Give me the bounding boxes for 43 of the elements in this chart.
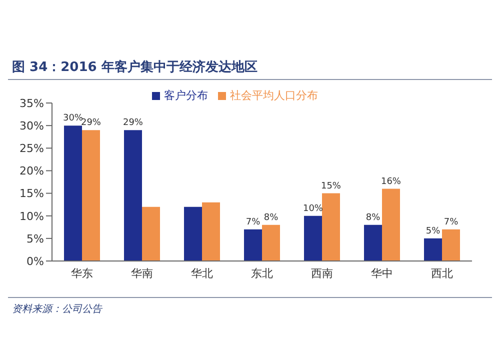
bar [382,188,400,261]
y-tick-label: 35% [20,96,44,110]
y-tick-label: 20% [20,164,44,178]
x-tick-label: 华中 [371,266,393,280]
data-label: 7% [246,217,261,228]
x-tick-label: 西南 [311,266,333,280]
bar [142,206,160,261]
chart-title: 图 34：2016 年客户集中于经济发达地区 [8,8,492,80]
bar [262,224,280,261]
x-tick-label: 东北 [251,266,273,280]
data-label: 29% [80,118,102,128]
data-label: 15% [320,181,342,192]
data-label: 29% [122,118,144,128]
y-tick-label: 0% [26,254,44,268]
bar [322,193,340,261]
y-tick-label: 30% [20,119,44,132]
x-tick-label: 西北 [431,266,453,280]
data-label: 30% [62,114,84,124]
y-tick-label: 5% [26,232,44,246]
data-label: 8% [366,212,381,223]
bar [202,202,220,261]
data-label: 16% [380,176,402,187]
bar [82,130,100,261]
data-label: 5% [426,226,441,236]
bar [364,224,382,261]
legend-label: 社会平均人口分布 [230,89,318,102]
bar [124,130,142,261]
legend-label: 客户分布 [164,89,208,102]
x-tick-label: 华北 [191,266,213,280]
x-tick-label: 华南 [131,266,153,280]
bar [184,206,202,261]
bar [304,216,322,261]
data-label: 8% [264,212,279,223]
data-label: 7% [444,217,459,228]
bar [424,238,442,261]
y-tick-label: 15% [20,187,44,200]
bar [442,229,460,261]
x-tick-label: 华东 [71,266,93,280]
bar [64,126,82,261]
text: 资料来源：公司公告 [12,302,104,316]
bar [244,229,262,261]
y-tick-label: 25% [20,142,44,156]
y-tick-label: 10% [20,210,44,223]
